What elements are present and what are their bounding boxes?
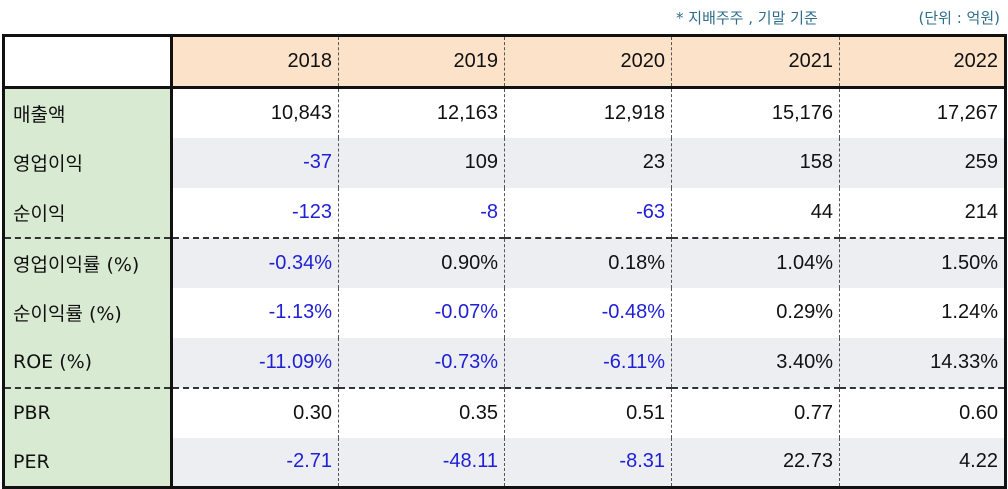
table-cell: -0.34% <box>171 236 339 288</box>
unit-note: (단위 : 억원) <box>918 9 1001 27</box>
table-row: 영업이익 -37 109 23 158 259 <box>2 137 1007 188</box>
table-cell: 1.50% <box>839 236 1007 288</box>
table-cell: 259 <box>839 137 1007 188</box>
table-cell: 10,843 <box>270 101 332 124</box>
table-cell: -48.11 <box>338 437 505 489</box>
table-cell: 0.60 <box>839 386 1007 438</box>
header-corner-cell <box>2 34 173 89</box>
row-label: 영업이익 <box>2 137 173 188</box>
table-cell: 0.35 <box>338 386 505 438</box>
row-label: 순이익 <box>2 187 173 238</box>
financial-table: 2018 2019 2020 2021 2022 매출액 10,843 12,1… <box>2 34 1007 489</box>
table-cell: 23 <box>504 137 672 188</box>
table-cell: 4.22 <box>839 437 1007 489</box>
table-cell: 0.51 <box>504 386 672 438</box>
table-cell: 17,267 <box>839 87 1007 138</box>
table-cell: -0.73% <box>338 337 505 388</box>
table-cell: 214 <box>839 187 1007 238</box>
year-header-2019: 2019 <box>338 34 505 89</box>
year-header-2018: 2018 <box>171 34 339 89</box>
table-row: PER -2.71 -48.11 -8.31 22.73 4.22 <box>2 437 1007 489</box>
table-row: PBR 0.30 0.35 0.51 0.77 0.60 <box>2 386 1007 438</box>
table-cell: 12,918 <box>504 87 672 138</box>
table-cell: 109 <box>338 137 505 188</box>
header-row: 2018 2019 2020 2021 2022 <box>2 34 1007 89</box>
table-cell: 0.30 <box>171 386 339 438</box>
table-cell: 1.24% <box>839 287 1007 338</box>
table-row: 순이익률 (%) -1.13% -0.07% -0.48% 0.29% 1.24… <box>2 287 1007 338</box>
table-cell: -6.11% <box>504 337 672 388</box>
row-label: PER <box>2 437 173 489</box>
table-cell: 14.33% <box>839 337 1007 388</box>
table-cell: -37 <box>171 137 339 188</box>
year-header-2022: 2022 <box>839 34 1007 89</box>
table-cell: 158 <box>671 137 840 188</box>
table-cell: 0.77 <box>671 386 840 438</box>
table-cell: -63 <box>504 187 672 238</box>
table-cell: -1.13% <box>268 301 332 323</box>
table-cell: 22.73 <box>671 437 840 489</box>
table-cell: 12,163 <box>338 87 505 138</box>
table-cell: 0.90% <box>338 236 505 288</box>
row-label: PBR <box>2 386 173 438</box>
table-cell: -8 <box>338 187 505 238</box>
table-cell: 1.04% <box>671 236 840 288</box>
table-cell: 15,176 <box>671 87 840 138</box>
year-header-2020: 2020 <box>504 34 672 89</box>
table-cell: -11.09% <box>171 337 339 388</box>
year-header-2021: 2021 <box>671 34 840 89</box>
table-cell: -0.07% <box>338 287 505 338</box>
table-cell: -8.31 <box>504 437 672 489</box>
table-row: 순이익 -123 -8 -63 44 214 <box>2 187 1007 238</box>
table-cell: 0.29% <box>671 287 840 338</box>
row-label: 영업이익률 (%) <box>2 236 173 288</box>
table-row: 매출액 10,843 12,163 12,918 15,176 17,267 <box>2 87 1007 138</box>
table-cell: -2.71 <box>171 437 339 489</box>
table-cell: -123 <box>291 200 332 223</box>
table-row: ROE (%) -11.09% -0.73% -6.11% 3.40% 14.3… <box>2 337 1007 388</box>
table-cell: 44 <box>671 187 840 238</box>
table-cell: -0.48% <box>504 287 672 338</box>
table-cell: 0.18% <box>504 236 672 288</box>
table-cell: 3.40% <box>671 337 840 388</box>
row-label: 매출액 <box>2 87 173 138</box>
table-row: 영업이익률 (%) -0.34% 0.90% 0.18% 1.04% 1.50% <box>2 236 1007 288</box>
basis-note: * 지배주주 , 기말 기준 <box>676 9 818 27</box>
row-label: 순이익률 (%) <box>2 287 173 338</box>
row-label: ROE (%) <box>2 337 173 388</box>
